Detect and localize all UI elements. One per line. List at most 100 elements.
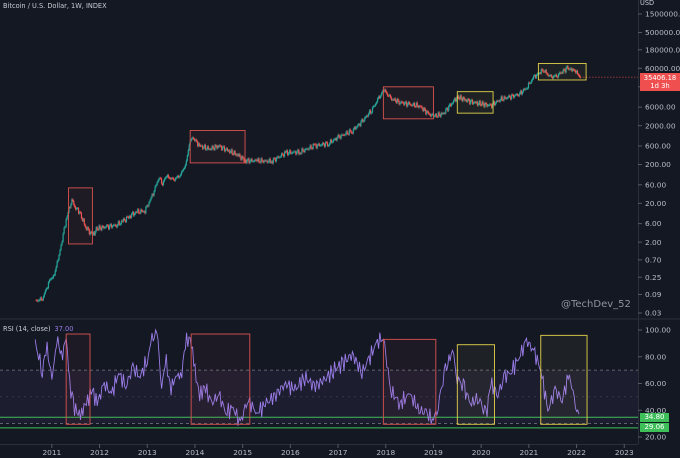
candle-body (388, 95, 391, 96)
rsi-legend[interactable]: RSI (14, close) 37.00 (3, 325, 73, 333)
candle-body (302, 148, 304, 151)
candle-body (115, 225, 117, 228)
candle-body (418, 105, 420, 108)
candle-body (177, 175, 180, 178)
candle-body (254, 159, 256, 162)
candle-body (486, 103, 488, 107)
candle-body (350, 131, 352, 133)
candle-body (148, 202, 150, 207)
candle-body (461, 98, 463, 101)
price-axis-tick-label: 0.03 (645, 309, 662, 318)
last-price-value: 35406.18 (643, 74, 677, 82)
candle-body (415, 102, 417, 107)
candle-body (427, 111, 429, 113)
candle-body (487, 105, 489, 107)
price-axis-tick-label: 0.25 (645, 273, 662, 282)
candle-body (331, 141, 333, 143)
candle-body (63, 227, 65, 234)
candle-body (506, 98, 508, 99)
candle-body (110, 224, 113, 228)
candle-body (245, 160, 247, 163)
candle-body (357, 124, 359, 127)
candle-body (99, 225, 101, 229)
candle-body (180, 174, 182, 177)
candle-body (291, 153, 293, 154)
candle-body (157, 180, 159, 183)
rsi-axis-tick-label: 60.00 (645, 379, 666, 388)
candle-body (547, 74, 549, 76)
candle-body (410, 105, 413, 106)
candle-body (156, 182, 158, 185)
candle-body (190, 138, 192, 141)
candle-body (527, 82, 530, 89)
candle-body (229, 152, 231, 153)
candle-body (424, 107, 426, 110)
candle-body (151, 194, 153, 198)
candle-body (569, 68, 571, 70)
candle-body (498, 100, 500, 102)
candle-body (223, 146, 226, 152)
candle-body (192, 137, 195, 139)
candle-body (441, 113, 443, 114)
candle-body (493, 101, 496, 106)
candle-body (398, 100, 400, 105)
candle-body (248, 158, 250, 164)
time-axis-tick-label: 2013 (138, 448, 157, 457)
time-axis-tick-label: 2019 (424, 448, 443, 457)
candle-body (364, 117, 366, 121)
candle-body (559, 72, 561, 74)
candle-body (191, 137, 194, 139)
candle-body (253, 161, 255, 162)
symbol-title[interactable]: Bitcoin / U.S. Dollar, 1W, INDEX (3, 2, 107, 10)
candle-body (422, 108, 424, 111)
candle-body (55, 266, 57, 271)
candle-body (339, 136, 341, 139)
candle-body (286, 150, 288, 153)
candle-body (472, 102, 475, 104)
candle-body (481, 101, 483, 106)
candle-body (414, 106, 416, 108)
candle-body (492, 101, 495, 104)
candle-body (86, 227, 88, 230)
time-axis-tick-label: 2014 (186, 448, 205, 457)
candle-body (451, 103, 454, 104)
candle-body (94, 231, 96, 235)
candle-body (544, 70, 546, 72)
candle-body (42, 296, 44, 300)
candle-body (449, 104, 451, 107)
candle-body (372, 106, 375, 108)
candle-body (540, 69, 542, 74)
rsi-current-value: 37.00 (54, 325, 74, 333)
price-axis-tick-label: 0.09 (645, 290, 662, 299)
candle-body (233, 151, 235, 155)
candle-body (113, 224, 115, 226)
candle-body (459, 95, 461, 100)
candle-body (507, 97, 509, 99)
candle-body (484, 102, 486, 107)
candle-body (390, 97, 393, 100)
candle-body (380, 95, 382, 98)
candle-body (403, 102, 405, 105)
candle-body (71, 199, 73, 205)
candle-body (292, 152, 294, 154)
candle-body (142, 211, 144, 212)
candle-body (437, 112, 439, 117)
candle-body (485, 102, 487, 104)
candle-body (237, 154, 239, 156)
time-axis-tick-label: 2023 (615, 448, 634, 457)
last-price-badge: 35406.18 1d 3h (640, 73, 680, 91)
price-candles (35, 65, 581, 303)
candle-body (122, 218, 124, 222)
candle-body (373, 105, 376, 107)
candle-body (434, 114, 436, 116)
candle-body (575, 70, 578, 73)
candle-body (84, 224, 86, 227)
candle-body (162, 181, 165, 185)
candle-body (491, 104, 493, 108)
candle-body (259, 162, 261, 163)
rsi-badge-lower: 29.06 (640, 423, 669, 432)
candle-body (312, 144, 314, 149)
candle-body (440, 113, 442, 117)
candle-body (470, 100, 472, 104)
